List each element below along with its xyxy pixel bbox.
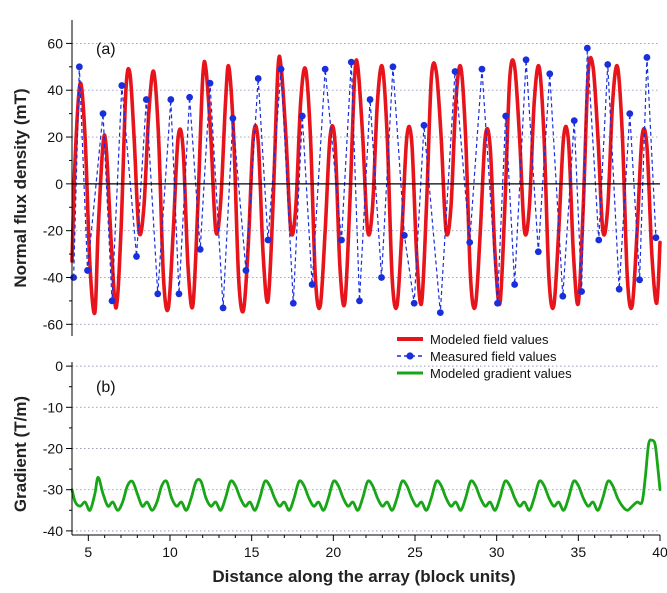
measured-point-18 bbox=[264, 236, 272, 244]
xtick-label-15: 15 bbox=[244, 544, 260, 560]
measured-point-51 bbox=[636, 276, 643, 284]
ytick-label-b-0: 0 bbox=[55, 358, 63, 374]
measured-point-28 bbox=[378, 274, 385, 281]
ytick-label-a-0: 0 bbox=[55, 176, 63, 192]
xtick-label-30: 30 bbox=[489, 544, 505, 560]
measured-point-11 bbox=[186, 93, 194, 101]
series-a bbox=[70, 44, 662, 316]
measured-point-30 bbox=[400, 231, 408, 239]
ytick-label-a-40: 40 bbox=[47, 82, 63, 98]
measured-point-1 bbox=[75, 63, 83, 71]
measured-point-5 bbox=[118, 82, 126, 89]
ytick-label-b--30: -30 bbox=[43, 482, 63, 498]
legend-label-modeled-gradient: Modeled gradient values bbox=[430, 366, 572, 381]
legend-label-measured-field: Measured field values bbox=[430, 349, 557, 364]
measured-point-22 bbox=[308, 281, 316, 288]
measured-point-24 bbox=[338, 236, 345, 244]
legend-label-modeled-field: Modeled field values bbox=[430, 332, 549, 347]
ytick-label-b--10: -10 bbox=[43, 399, 63, 415]
ytick-label-b--20: -20 bbox=[43, 441, 63, 457]
ticks: -60 -40 -20 0 20 40 60 -40 -30 -20 -10 0 5 10 15 20 25 30… bbox=[43, 35, 667, 560]
measured-point-27 bbox=[366, 96, 374, 103]
measured-point-53 bbox=[652, 234, 660, 242]
xtick-label-40: 40 bbox=[652, 544, 667, 560]
measured-point-52 bbox=[643, 54, 651, 61]
measured-point-50 bbox=[626, 110, 634, 118]
measured-point-3 bbox=[99, 110, 107, 118]
xtick-label-25: 25 bbox=[407, 544, 423, 560]
measured-point-47 bbox=[595, 236, 603, 244]
ytick-label-a--60: -60 bbox=[43, 316, 63, 332]
xtick-label-35: 35 bbox=[571, 544, 587, 560]
measured-point-38 bbox=[502, 112, 510, 120]
series-b bbox=[70, 438, 662, 512]
grid-b bbox=[72, 365, 660, 532]
xtick-label-5: 5 bbox=[84, 544, 92, 560]
measured-point-26 bbox=[356, 297, 363, 305]
measured-point-9 bbox=[167, 96, 175, 103]
measured-point-41 bbox=[534, 248, 542, 256]
ylabel-b: Gradient (T/m) bbox=[11, 396, 30, 512]
measured-point-6 bbox=[133, 253, 140, 260]
ytick-label-b--40: -40 bbox=[43, 523, 63, 539]
ytick-label-a-60: 60 bbox=[47, 35, 63, 51]
series-measured-field-line bbox=[73, 48, 657, 313]
ytick-label-a--20: -20 bbox=[43, 223, 63, 239]
measured-point-49 bbox=[615, 285, 623, 293]
measured-point-32 bbox=[420, 121, 428, 129]
measured-point-31 bbox=[410, 299, 418, 307]
measured-point-29 bbox=[389, 63, 397, 71]
ytick-label-a-20: 20 bbox=[47, 129, 63, 145]
legend: Modeled field values Measured field valu… bbox=[397, 332, 572, 381]
measured-point-8 bbox=[154, 290, 162, 298]
measured-point-23 bbox=[321, 65, 329, 73]
legend-marker-measured-field bbox=[406, 352, 414, 360]
xlabel: Distance along the array (block units) bbox=[212, 567, 515, 586]
measured-point-46 bbox=[583, 44, 591, 52]
measured-point-45 bbox=[578, 288, 585, 295]
measured-point-44 bbox=[570, 117, 578, 125]
measured-point-4 bbox=[108, 297, 116, 305]
measured-point-13 bbox=[206, 79, 214, 87]
measured-point-21 bbox=[298, 112, 306, 120]
measured-point-17 bbox=[254, 75, 262, 82]
measured-point-14 bbox=[219, 304, 227, 312]
measured-point-40 bbox=[522, 56, 530, 64]
measured-point-33 bbox=[436, 309, 444, 316]
measured-point-12 bbox=[196, 245, 204, 253]
measured-point-36 bbox=[478, 65, 486, 73]
panel-label-b: (b) bbox=[96, 379, 116, 396]
measured-point-48 bbox=[604, 61, 612, 68]
measured-point-19 bbox=[277, 65, 285, 73]
measured-point-2 bbox=[84, 267, 91, 274]
measured-point-20 bbox=[289, 299, 297, 307]
series-modeled-gradient-line bbox=[70, 438, 662, 512]
measured-point-34 bbox=[451, 68, 459, 75]
measured-point-15 bbox=[229, 114, 237, 122]
measured-point-10 bbox=[175, 290, 183, 298]
panel-label-a: (a) bbox=[96, 41, 116, 58]
measured-point-16 bbox=[242, 267, 250, 274]
ylabel-a: Normal flux density (mT) bbox=[11, 88, 30, 287]
measured-point-42 bbox=[546, 70, 554, 78]
xtick-label-20: 20 bbox=[326, 544, 342, 560]
series-modeled-field-line bbox=[70, 54, 662, 316]
measured-point-25 bbox=[347, 58, 355, 66]
measured-point-43 bbox=[559, 292, 567, 300]
measured-point-37 bbox=[494, 299, 501, 307]
measured-point-7 bbox=[142, 96, 150, 103]
measured-point-35 bbox=[466, 238, 474, 246]
xtick-label-10: 10 bbox=[162, 544, 178, 560]
ytick-label-a--40: -40 bbox=[43, 269, 63, 285]
measured-point-39 bbox=[511, 281, 519, 288]
